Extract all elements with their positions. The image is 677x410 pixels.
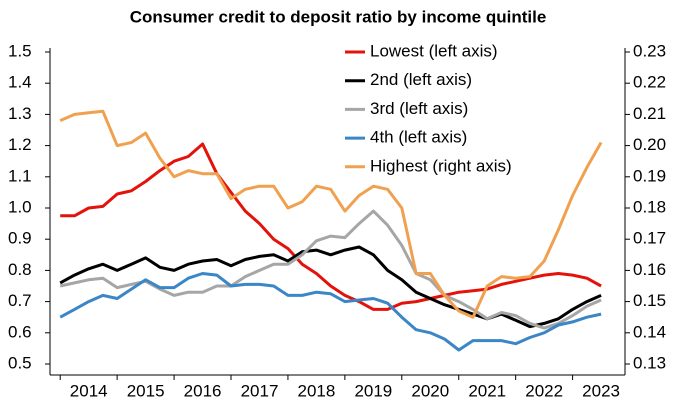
y-tick-label: 0.9 — [8, 229, 32, 248]
y2-tick-label: 0.14 — [633, 322, 666, 341]
y2-tick-label: 0.13 — [633, 353, 666, 372]
y2-tick-label: 0.16 — [633, 260, 666, 279]
y-tick-label: 1.2 — [8, 135, 32, 154]
y-tick-label: 1.0 — [8, 197, 32, 216]
series-line — [59, 109, 603, 319]
chart-title: Consumer credit to deposit ratio by inco… — [130, 7, 547, 26]
y-tick-label: 0.5 — [8, 353, 32, 372]
x-tick-label: 2017 — [241, 381, 279, 400]
y-tick-label: 1.3 — [8, 104, 32, 123]
y-tick-label: 0.6 — [8, 322, 32, 341]
y2-tick-label: 0.22 — [633, 73, 666, 92]
x-tick-label: 2015 — [127, 381, 165, 400]
legend-label: 2nd (left axis) — [370, 70, 472, 89]
legend-label: Lowest (left axis) — [370, 41, 498, 60]
x-tick-label: 2023 — [582, 381, 620, 400]
y2-tick-label: 0.21 — [633, 104, 666, 123]
x-tick-label: 2016 — [184, 381, 222, 400]
series-line — [60, 142, 602, 311]
legend-label: Highest (right axis) — [370, 156, 512, 175]
y2-tick-label: 0.23 — [633, 41, 666, 60]
x-tick-label: 2020 — [411, 381, 449, 400]
x-tick-label: 2014 — [70, 381, 108, 400]
legend-label: 4th (left axis) — [370, 128, 467, 147]
series-line — [59, 272, 602, 352]
y2-tick-label: 0.15 — [633, 291, 666, 310]
x-tick-label: 2022 — [525, 381, 563, 400]
y-tick-label: 0.8 — [8, 260, 32, 279]
x-tick-label: 2018 — [298, 381, 336, 400]
y-tick-label: 0.7 — [8, 291, 32, 310]
y-tick-label: 1.1 — [8, 166, 32, 185]
y-tick-label: 1.4 — [8, 73, 32, 92]
x-tick-label: 2019 — [354, 381, 392, 400]
y2-tick-label: 0.18 — [633, 197, 666, 216]
y2-tick-label: 0.20 — [633, 135, 666, 154]
y2-tick-label: 0.17 — [633, 229, 666, 248]
x-tick-label: 2021 — [468, 381, 506, 400]
y-tick-label: 1.5 — [8, 41, 32, 60]
series-line — [59, 245, 602, 329]
legend-label: 3rd (left axis) — [370, 99, 468, 118]
y2-tick-label: 0.19 — [633, 166, 666, 185]
series-line — [59, 209, 602, 330]
